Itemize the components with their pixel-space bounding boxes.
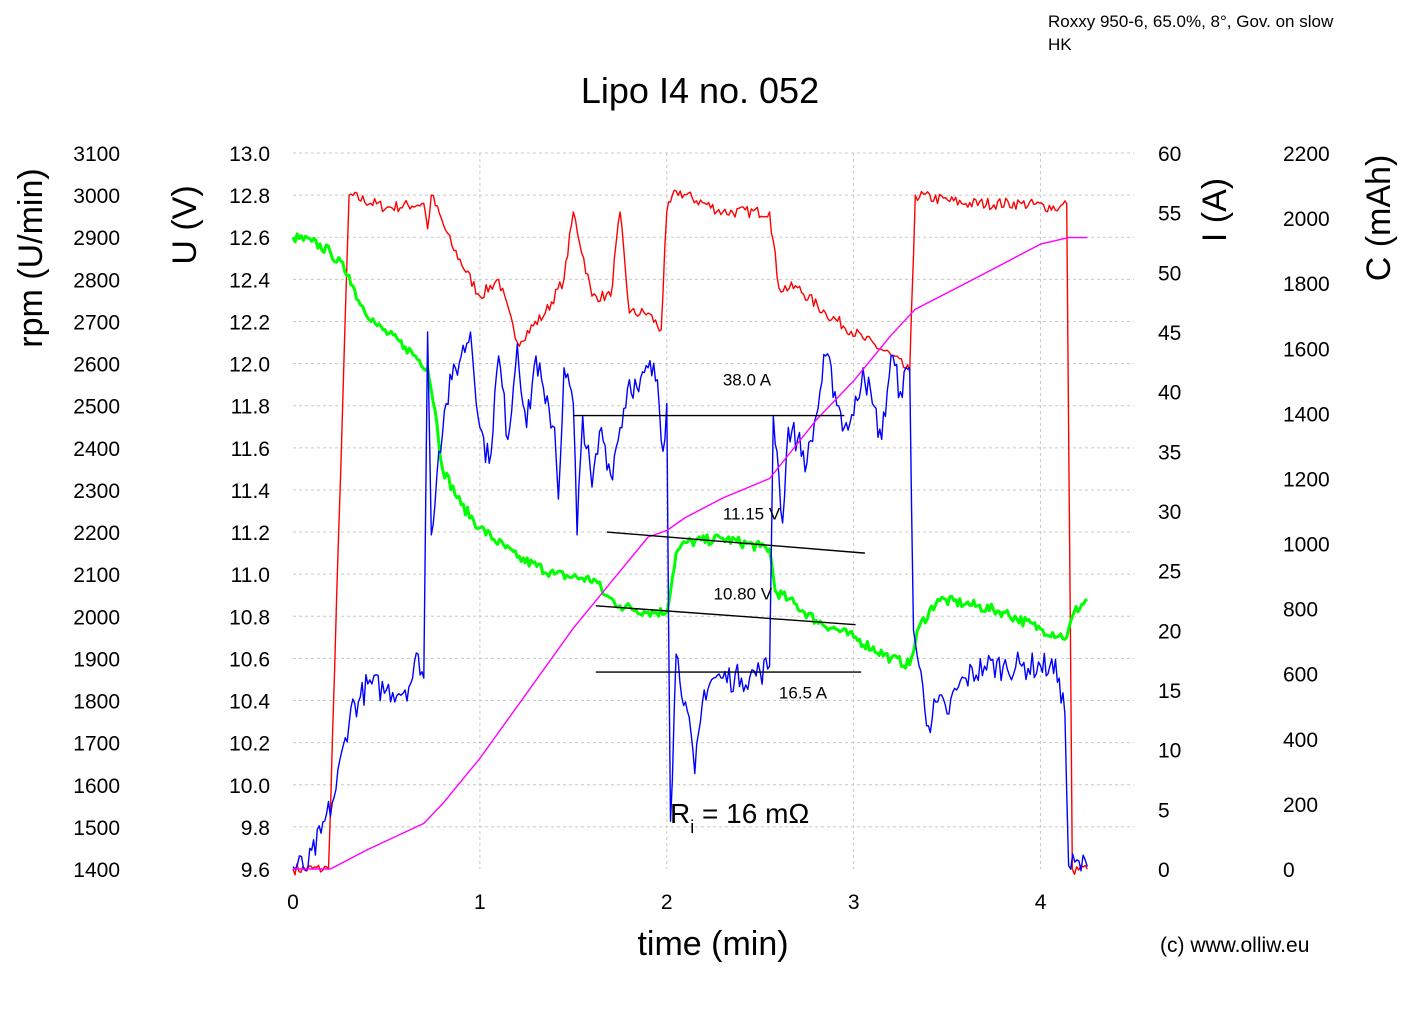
U-tick-label: 12.4 xyxy=(229,269,270,292)
internal-resistance-label: Ri = 16 mΩ xyxy=(670,798,809,837)
I-tick-label: 50 xyxy=(1158,262,1181,285)
credit-text: (c) www.olliw.eu xyxy=(1160,934,1309,957)
rpm-tick-label: 1900 xyxy=(73,648,120,671)
annotation-label: 38.0 A xyxy=(723,371,772,390)
U-tick-label: 10.2 xyxy=(229,733,270,756)
chart-title: Lipo I4 no. 052 xyxy=(581,70,819,111)
U-tick-label: 10.0 xyxy=(229,775,270,798)
rpm-tick-label: 2000 xyxy=(73,606,120,629)
rpm-tick-label: 1400 xyxy=(73,859,120,882)
I-tick-label: 55 xyxy=(1158,203,1181,226)
x-tick-label: 3 xyxy=(848,891,860,914)
U-tick-label: 13.0 xyxy=(229,143,270,166)
x-tick-label: 1 xyxy=(474,891,486,914)
C-tick-label: 1400 xyxy=(1283,403,1330,426)
C-tick-label: 1600 xyxy=(1283,338,1330,361)
rpm-tick-label: 2700 xyxy=(73,311,120,334)
U-tick-label: 10.4 xyxy=(229,691,270,714)
I-tick-label: 10 xyxy=(1158,740,1181,763)
axes: 0 1 2 3 4 9.6 9.8 10.0 10.2 10.4 10.6 10.8 11.0 11.2 1… xyxy=(73,143,1329,914)
chart-subtitle-line-1: Roxxy 950-6, 65.0%, 8°, Gov. on slow xyxy=(1048,12,1334,31)
I-tick-label: 45 xyxy=(1158,322,1181,345)
I-tick-label: 25 xyxy=(1158,561,1181,584)
rpm-tick-label: 2500 xyxy=(73,396,120,419)
I-tick-label: 40 xyxy=(1158,382,1181,405)
rpm-tick-label: 3000 xyxy=(73,185,120,208)
C-tick-label: 400 xyxy=(1283,729,1318,752)
C-tick-label: 2200 xyxy=(1283,143,1330,166)
U-tick-label: 11.6 xyxy=(231,438,270,461)
x-axis-title: time (min) xyxy=(637,925,788,963)
U-tick-label: 9.8 xyxy=(241,817,270,840)
annotation-line xyxy=(595,605,856,626)
rpm-tick-label: 2600 xyxy=(73,354,120,377)
C-tick-label: 1200 xyxy=(1283,468,1330,491)
rpm-tick-label: 1500 xyxy=(73,817,120,840)
U-tick-label: 11.8 xyxy=(231,396,270,419)
U-tick-label: 11.0 xyxy=(231,564,270,587)
voltage-axis-title: U (V) xyxy=(166,185,204,264)
U-tick-label: 12.2 xyxy=(229,311,270,334)
series-line-U xyxy=(291,232,1088,670)
capacity-axis-title: C (mAh) xyxy=(1360,155,1398,282)
C-tick-label: 600 xyxy=(1283,664,1318,687)
series-line-I xyxy=(292,331,1088,872)
annotation-label: 11.15 V xyxy=(723,504,781,523)
U-tick-label: 11.4 xyxy=(231,480,271,503)
current-axis-title: I (A) xyxy=(1196,178,1234,242)
U-tick-label: 11.2 xyxy=(231,522,270,545)
chart-subtitle-line-2: HK xyxy=(1048,35,1072,54)
I-tick-label: 5 xyxy=(1158,799,1170,822)
I-tick-label: 35 xyxy=(1158,441,1181,464)
C-tick-label: 1800 xyxy=(1283,273,1330,296)
rpm-tick-label: 1600 xyxy=(73,775,120,798)
I-tick-label: 20 xyxy=(1158,620,1181,643)
rpm-tick-label: 2400 xyxy=(73,438,120,461)
C-tick-label: 200 xyxy=(1283,794,1318,817)
U-tick-label: 12.6 xyxy=(229,227,270,250)
C-tick-label: 2000 xyxy=(1283,208,1330,231)
annotation-label: 16.5 A xyxy=(779,683,828,702)
U-tick-label: 12.8 xyxy=(229,185,270,208)
x-tick-label: 4 xyxy=(1035,891,1047,914)
C-tick-label: 800 xyxy=(1283,599,1318,622)
rpm-tick-label: 2100 xyxy=(73,564,120,587)
U-tick-label: 10.8 xyxy=(229,606,270,629)
annotations: 38.0 A 11.15 V 10.80 V 16.5 A xyxy=(573,371,865,702)
rpm-tick-label: 2800 xyxy=(73,269,120,292)
I-tick-label: 60 xyxy=(1158,143,1181,166)
C-tick-label: 0 xyxy=(1283,859,1295,882)
annotation-line xyxy=(606,531,865,554)
I-tick-label: 15 xyxy=(1158,680,1181,703)
I-tick-label: 0 xyxy=(1158,859,1170,882)
annotation-label: 10.80 V xyxy=(714,584,773,603)
grid xyxy=(293,152,1134,869)
U-tick-label: 10.6 xyxy=(229,648,270,671)
U-tick-label: 12.0 xyxy=(229,354,270,377)
rpm-tick-label: 1700 xyxy=(73,733,120,756)
rpm-tick-label: 3100 xyxy=(73,143,120,166)
x-tick-label: 0 xyxy=(287,891,299,914)
x-tick-label: 2 xyxy=(661,891,673,914)
rpm-tick-label: 2300 xyxy=(73,480,120,503)
rpm-tick-label: 2200 xyxy=(73,522,120,545)
series-group xyxy=(291,189,1088,876)
ri-prefix: R xyxy=(670,798,690,829)
rpm-tick-label: 1800 xyxy=(73,691,120,714)
ri-suffix: = 16 mΩ xyxy=(694,798,809,829)
C-tick-label: 1000 xyxy=(1283,534,1330,557)
series-line-rpm xyxy=(292,189,1088,876)
ri-subscript: i xyxy=(690,817,694,837)
rpm-axis-title: rpm (U/min) xyxy=(12,168,50,347)
rpm-tick-label: 2900 xyxy=(73,227,120,250)
series-line-C xyxy=(293,236,1088,870)
U-tick-label: 9.6 xyxy=(241,859,270,882)
I-tick-label: 30 xyxy=(1158,501,1181,524)
